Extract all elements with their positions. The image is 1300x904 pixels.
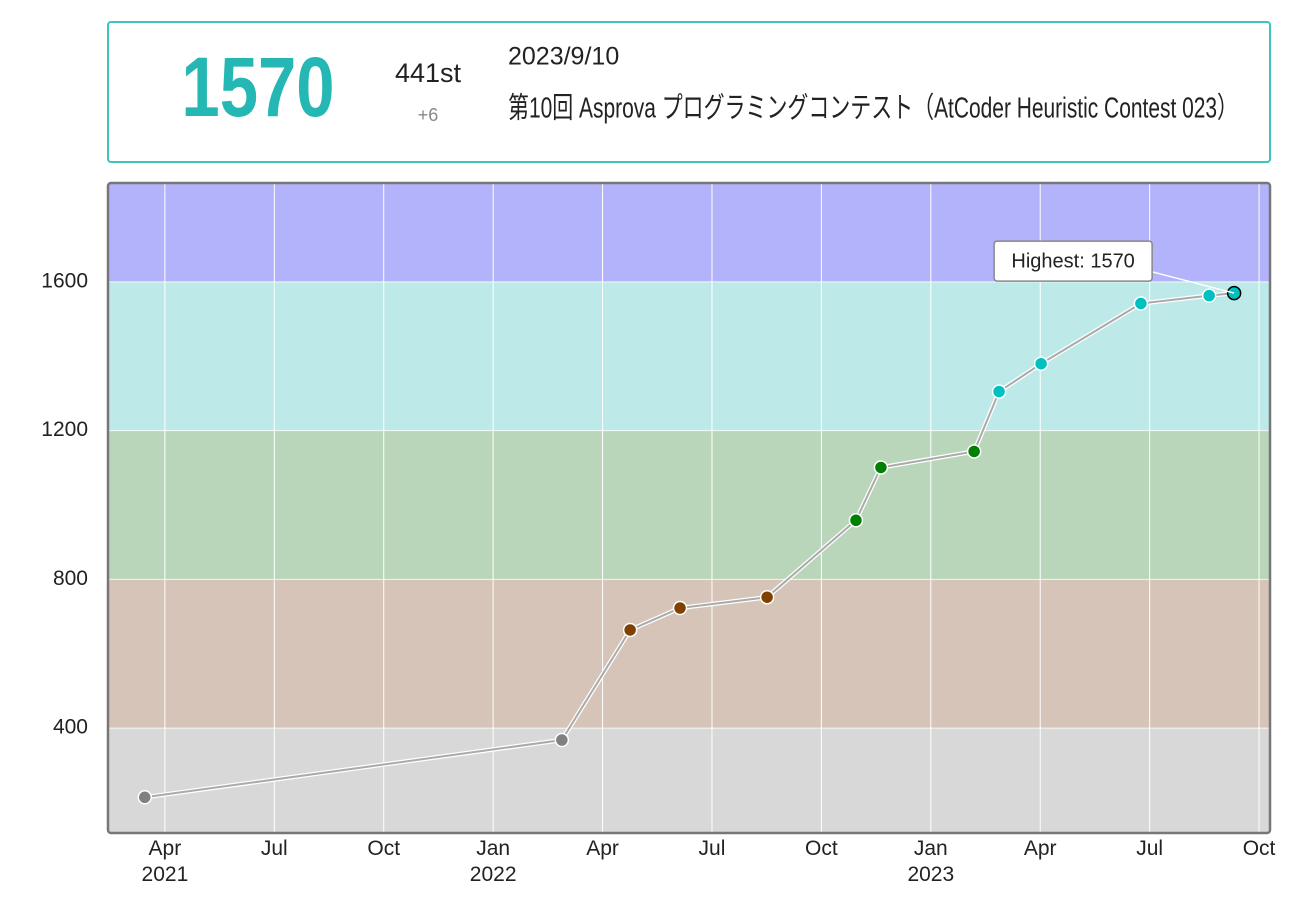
- x-tick-label: Oct: [367, 837, 400, 860]
- rating-point: [1033, 356, 1049, 371]
- contest-name: 第10回 Asprova プログラミングコンテスト（AtCoder Heuris…: [508, 92, 1238, 125]
- rating-point: [991, 384, 1007, 399]
- rating-point: [873, 460, 889, 475]
- x-tick-label: Oct: [805, 837, 838, 860]
- x-tick-label: Apr: [586, 837, 619, 860]
- rating-point: [1133, 296, 1149, 311]
- rating-band: [108, 430, 1270, 580]
- y-tick-label: 400: [53, 716, 88, 739]
- x-tick-label: Apr 2021: [142, 837, 189, 886]
- rating-band: [108, 281, 1270, 431]
- rating: 1570: [181, 41, 334, 135]
- x-tick-label: Apr: [1024, 837, 1057, 860]
- x-tick-label: Jul: [261, 837, 288, 860]
- rank: 441st: [395, 58, 462, 88]
- annotation-text: Highest: 1570: [1011, 250, 1134, 272]
- y-tick-label: 800: [53, 567, 88, 590]
- y-tick-label: 1200: [41, 418, 88, 441]
- plot-frame: [106, 181, 1272, 835]
- x-tick-label: Jan 2023: [907, 837, 954, 886]
- rating-band: [108, 728, 1270, 833]
- rating-band: [108, 579, 1270, 729]
- rating-point: [137, 790, 153, 805]
- x-tick-label: Jul: [699, 837, 726, 860]
- y-tick-label: 1600: [41, 269, 88, 292]
- x-tick-label: Jul: [1136, 837, 1163, 860]
- contest-date: 2023/9/10: [508, 43, 619, 71]
- header-box: [107, 21, 1271, 163]
- x-tick-label: Jan 2022: [470, 837, 517, 886]
- rank-diff: +6: [418, 105, 439, 125]
- x-tick-label: Oct: [1243, 837, 1276, 860]
- rating-point: [759, 589, 775, 605]
- rating-point: [622, 622, 638, 638]
- annotation-box: [993, 240, 1153, 282]
- rating-point: [1201, 288, 1217, 303]
- rating-point: [966, 444, 982, 459]
- rating-point: [672, 600, 688, 616]
- rating-point: [554, 732, 570, 748]
- rating-point: [848, 513, 864, 528]
- annotation-leader: [1148, 270, 1235, 294]
